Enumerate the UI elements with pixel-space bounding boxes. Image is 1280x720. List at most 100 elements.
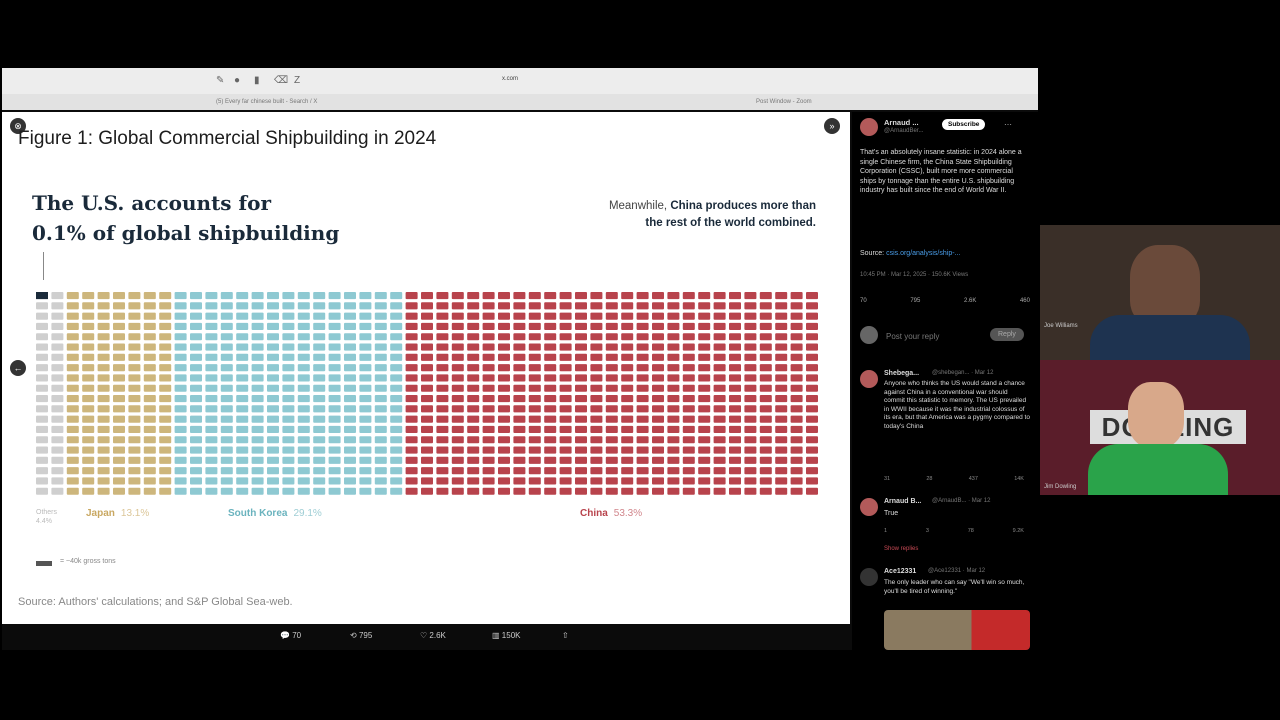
waffle-tile [205,292,218,300]
waffle-tile [436,384,449,392]
show-replies-link[interactable]: Show replies [884,546,919,552]
waffle-tile [267,425,279,433]
waffle-tile [359,302,372,310]
reply2-stat-likes[interactable]: 78 [967,528,974,534]
webcam-jim: DOWLING Jim Dowling [1040,360,1280,495]
waffle-tile [328,456,341,464]
waffle-tile [313,477,326,485]
url-bar[interactable]: x.com [502,76,519,82]
waffle-tile [359,353,372,361]
reply3-image[interactable] [884,610,1030,650]
eraser-icon[interactable]: ⌫ [274,75,289,86]
waffle-tile [374,312,387,320]
waffle-tile [498,405,510,413]
waffle-tile [636,322,649,330]
waffle-tile [806,415,818,423]
zoom-icon[interactable]: Z [294,75,301,86]
reply3-name[interactable]: Ace12331 [884,568,917,575]
stat-reposts[interactable]: 795 [910,298,921,304]
waffle-tile [590,302,603,310]
reply2-name[interactable]: Arnaud B... [884,498,922,505]
waffle-tile [421,292,433,300]
reply3-avatar[interactable] [860,568,878,586]
stat-likes[interactable]: 2.6K [963,298,977,304]
waffle-tile [451,405,464,413]
reply-button[interactable]: Reply [990,328,1024,341]
reply2-stat-replies[interactable]: 1 [884,528,888,534]
reply2-stat-views[interactable]: 9.2K [1012,528,1024,534]
reply3-handle: @Ace12331 · Mar 12 [928,568,986,574]
prev-arrow-icon[interactable]: ← [10,360,26,376]
waffle-tile [143,395,156,403]
waffle-tile [451,395,464,403]
views-action[interactable]: ▥ 150K [492,631,520,640]
waffle-tile [328,415,341,423]
subscribe-button[interactable]: Subscribe [942,119,986,130]
waffle-tile [97,302,110,310]
waffle-tile [66,456,79,464]
tab-search[interactable]: (5) Every far chinese built - Search / X [216,99,318,105]
reply1-stat-views[interactable]: 14K [1014,476,1024,482]
reply-action[interactable]: 💬 70 [280,631,301,640]
waffle-tile [498,477,510,485]
waffle-tile [729,292,741,300]
waffle-tile [297,467,310,475]
stat-bookmarks[interactable]: 460 [1019,298,1030,304]
reply1-stat-replies[interactable]: 31 [884,476,891,482]
waffle-tile [143,292,156,300]
circle-icon[interactable]: ● [234,75,241,86]
more-icon[interactable]: ⋯ [1004,120,1012,129]
waffle-tile [251,312,264,320]
reply-input[interactable]: Post your reply [886,332,940,341]
waffle-tile [174,343,187,351]
waffle-tile [359,292,372,300]
stat-replies[interactable]: 70 [860,298,867,304]
close-icon[interactable]: ⊗ [10,118,26,134]
waffle-tile [667,333,680,341]
repost-action[interactable]: ⟲ 795 [350,631,372,640]
waffle-tile [729,333,741,341]
waffle-tile [359,322,372,330]
waffle-tile [267,405,279,413]
waffle-tile [159,343,172,351]
reply2-stat-reposts[interactable]: 3 [925,528,929,534]
waffle-tile [128,446,141,454]
waffle-tile [190,292,202,300]
waffle-tile [528,446,541,454]
waffle-tile [605,477,618,485]
waffle-tile [251,487,264,495]
waffle-tile [467,302,480,310]
waffle-tile [759,364,772,372]
waffle-tile [667,425,680,433]
reply1-stat-reposts[interactable]: 28 [926,476,933,482]
author-name[interactable]: Arnaud ... [884,118,919,127]
waffle-tile [698,436,711,444]
waffle-tile [652,322,664,330]
waffle-tile [498,292,510,300]
pen-icon[interactable]: ✎ [216,75,225,86]
waffle-tile [759,446,772,454]
tab-zoom[interactable]: Post Window - Zoom [756,99,812,105]
waffle-tile [528,395,541,403]
reply2-avatar[interactable] [860,498,878,516]
source-link[interactable]: csis.org/analysis/ship-... [886,250,961,257]
reply1-name[interactable]: Shebega... [884,370,920,377]
highlight-icon[interactable]: ▮ [254,75,260,86]
waffle-tile [636,343,649,351]
waffle-tile [82,456,95,464]
waffle-tile [251,302,264,310]
reply1-avatar[interactable] [860,370,878,388]
label-others-pct: 4.4% [36,518,52,525]
like-action[interactable]: ♡ 2.6K [420,631,446,640]
waffle-tile [359,312,372,320]
waffle-tile [205,467,218,475]
author-avatar[interactable] [860,118,878,136]
waffle-tile [451,364,464,372]
next-arrow-icon[interactable]: » [824,118,840,134]
waffle-tile [143,467,156,475]
waffle-tile [575,384,587,392]
waffle-tile [97,353,110,361]
share-icon[interactable]: ⇧ [562,631,569,640]
reply1-stat-likes[interactable]: 437 [968,476,978,482]
waffle-tile [251,477,264,485]
